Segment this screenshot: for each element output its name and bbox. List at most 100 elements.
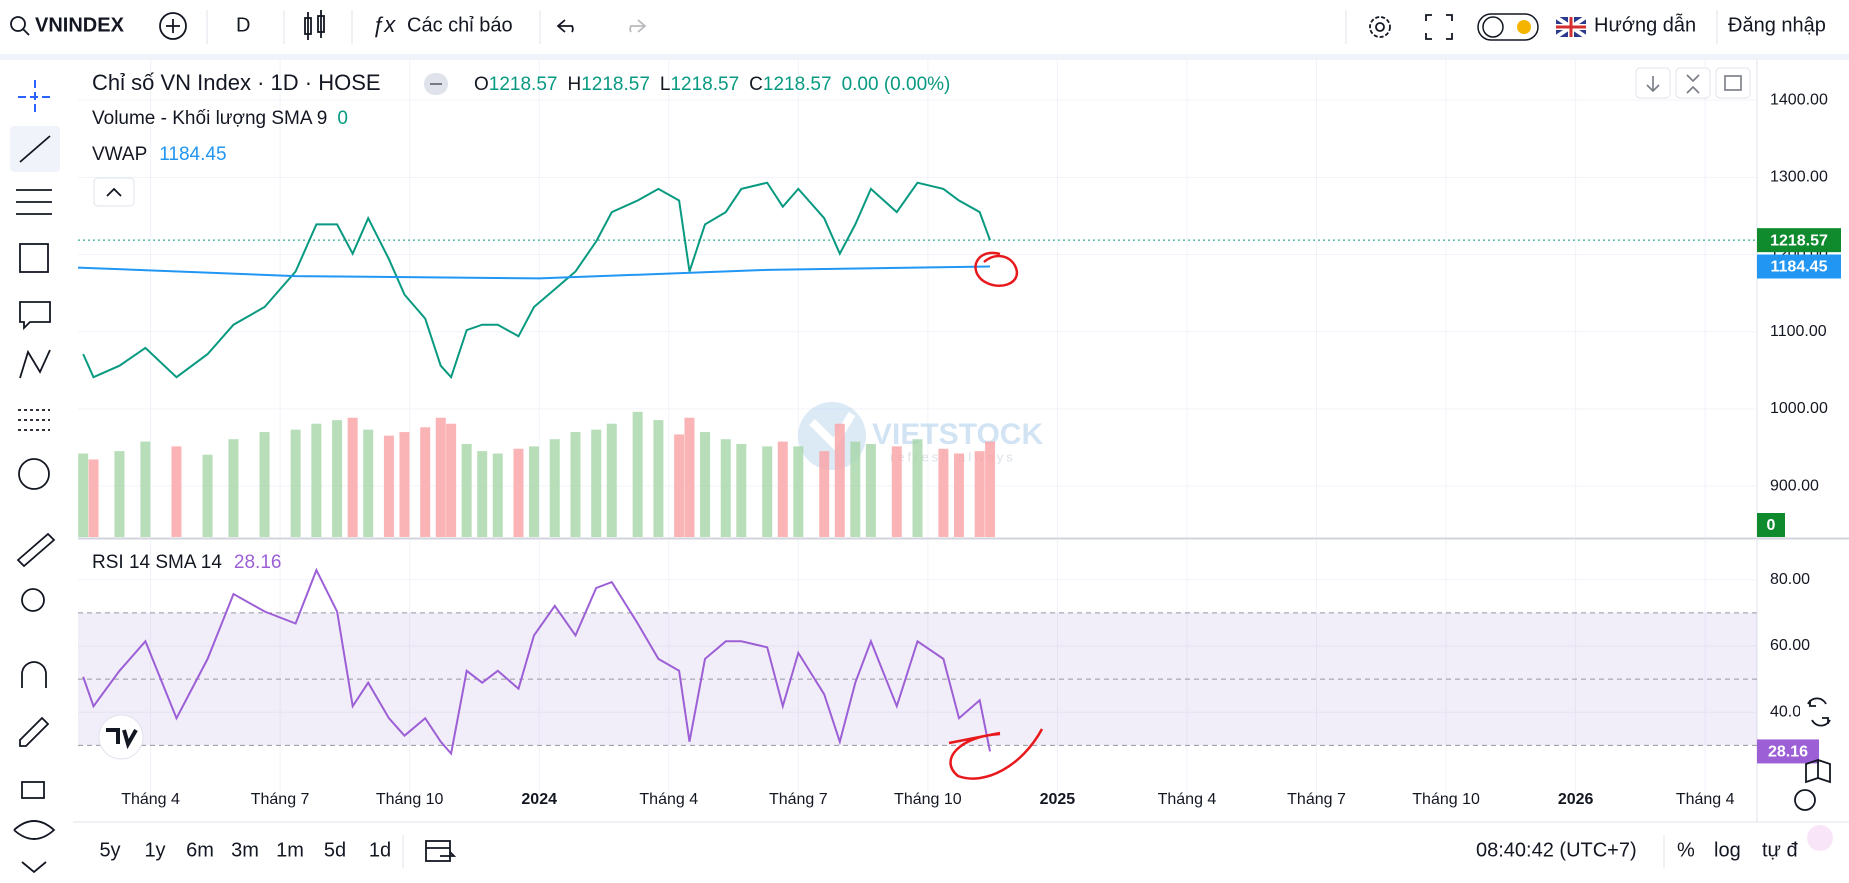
- theme-toggle[interactable]: [1477, 13, 1539, 41]
- redo-button[interactable]: [629, 19, 647, 33]
- reset-scale-button[interactable]: [1807, 697, 1831, 727]
- percent-toggle[interactable]: %: [1677, 839, 1695, 861]
- book-button[interactable]: [1805, 759, 1831, 784]
- rsi-pane: [78, 567, 1757, 756]
- compare-button[interactable]: [159, 12, 187, 40]
- range-button[interactable]: 3m: [231, 839, 259, 861]
- volume-bar: [399, 432, 410, 537]
- ruler-tool[interactable]: [16, 532, 56, 568]
- ohlc-label: O: [474, 74, 489, 95]
- maximize-button[interactable]: [1715, 67, 1751, 99]
- magnet-tool[interactable]: [21, 661, 47, 688]
- indicators-button[interactable]: Các chỉ báo: [407, 14, 513, 36]
- volume-bar: [88, 459, 99, 537]
- volume-bar: [591, 429, 602, 537]
- x-tick-label: Tháng 4: [121, 791, 180, 808]
- y-tick-label: 1100.00: [1770, 323, 1827, 340]
- fullscreen-button[interactable]: [1425, 14, 1453, 40]
- fib-tool[interactable]: [16, 189, 52, 215]
- y-tick-label: 60.00: [1770, 637, 1810, 654]
- settings-small[interactable]: [1794, 789, 1816, 811]
- undo-button[interactable]: [556, 19, 574, 33]
- guide-link[interactable]: Hướng dẫn: [1594, 13, 1696, 36]
- collapse-button[interactable]: [1675, 67, 1711, 99]
- crosshair-tool[interactable]: [18, 80, 52, 114]
- volume-bar: [290, 429, 301, 537]
- expand-tools[interactable]: [21, 861, 47, 874]
- goto-date-button[interactable]: [425, 840, 457, 862]
- volume-bar: [140, 441, 151, 537]
- search-icon[interactable]: [10, 16, 30, 36]
- lock-tool[interactable]: [21, 781, 45, 799]
- watermark-tagline: refresh always: [890, 449, 1016, 464]
- x-tick-label: 2024: [521, 791, 557, 808]
- draw-mode-tool[interactable]: [19, 716, 50, 747]
- volume-bar: [684, 417, 695, 537]
- ohlc-label: L: [660, 74, 671, 95]
- chart-style-button[interactable]: [304, 10, 325, 40]
- pattern-tool[interactable]: [19, 349, 51, 379]
- volume-bar: [420, 427, 431, 537]
- side-icons: [1794, 694, 1842, 811]
- x-tick-label: Tháng 4: [1676, 791, 1735, 808]
- ohlc-value: 1218.57: [763, 74, 832, 95]
- ohlc-value: 1218.57: [670, 74, 739, 95]
- y-tick-label: 1000.00: [1770, 400, 1828, 417]
- collapse-legend-button[interactable]: [93, 177, 135, 207]
- y-tick-label: 900.00: [1770, 477, 1819, 494]
- volume-bar: [891, 446, 902, 537]
- x-tick-label: Tháng 4: [639, 791, 698, 808]
- language-flag[interactable]: [1554, 15, 1588, 39]
- ohlc-label: C: [749, 74, 763, 95]
- volume-bar: [311, 423, 322, 537]
- settings-button[interactable]: [1369, 16, 1391, 38]
- auto-toggle[interactable]: tự đ: [1762, 839, 1799, 861]
- range-buttons: 5y 1y 6m 3m 1m 5d 1d: [99, 839, 391, 861]
- volume-bar: [383, 435, 394, 537]
- volume-bar: [78, 453, 89, 537]
- login-link[interactable]: Đăng nhập: [1728, 14, 1826, 36]
- x-tick-label: Tháng 10: [894, 791, 962, 808]
- price-badge-label: 1184.45: [1771, 259, 1828, 276]
- assistant-icon[interactable]: [1807, 825, 1833, 851]
- volume-bar: [736, 443, 747, 537]
- vwap-legend: VWAP 1184.45: [92, 144, 227, 165]
- range-button[interactable]: 1y: [144, 839, 165, 861]
- x-tick-label: 2025: [1040, 791, 1076, 808]
- symbol[interactable]: VNINDEX: [35, 14, 125, 36]
- ohlc-value: 1218.57: [581, 74, 650, 95]
- shape-tool[interactable]: [19, 243, 49, 273]
- x-tick-label: Tháng 10: [1412, 791, 1480, 808]
- range-button[interactable]: 6m: [186, 839, 214, 861]
- trendline-tool[interactable]: [19, 135, 51, 163]
- log-toggle[interactable]: log: [1714, 839, 1741, 861]
- text-tool[interactable]: [19, 301, 51, 331]
- volume-bar: [793, 446, 804, 537]
- volume-bar: [720, 439, 731, 537]
- range-button[interactable]: 5y: [99, 839, 120, 861]
- volume-bar: [529, 446, 540, 537]
- volume-bar: [974, 451, 985, 537]
- fx-icon[interactable]: ƒx: [372, 12, 396, 37]
- price-badge: [1757, 739, 1819, 764]
- zoom-tool[interactable]: [21, 588, 45, 612]
- interval[interactable]: D: [236, 14, 250, 36]
- left-toolbar: [0, 60, 73, 883]
- range-button[interactable]: 1m: [276, 839, 304, 861]
- clock: 08:40:42 (UTC+7): [1476, 839, 1637, 861]
- volume-bar: [834, 423, 845, 537]
- rsi-legend: RSI 14 SMA 14 28.16: [92, 552, 281, 573]
- volume-bar: [606, 423, 617, 537]
- range-button[interactable]: 5d: [324, 839, 346, 861]
- annotation-swoosh: [948, 728, 1044, 780]
- price-badge: [1757, 228, 1841, 253]
- prediction-tool[interactable]: [18, 409, 50, 431]
- volume-bar: [653, 420, 664, 537]
- volume-bar: [674, 434, 685, 537]
- price-badge: [1757, 513, 1785, 537]
- range-button[interactable]: 1d: [369, 839, 391, 861]
- legend-menu-button[interactable]: [424, 73, 448, 95]
- icon-tool[interactable]: [18, 458, 50, 490]
- visibility-tool[interactable]: [13, 820, 56, 840]
